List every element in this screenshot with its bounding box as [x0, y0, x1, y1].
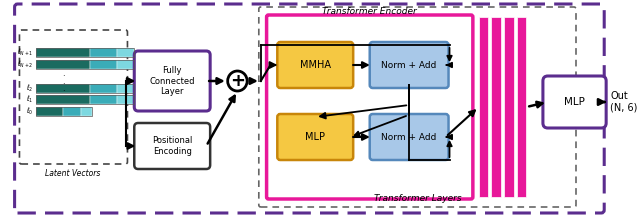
Bar: [36, 48, 90, 57]
FancyBboxPatch shape: [267, 15, 473, 199]
Text: Out
(N, 6): Out (N, 6): [610, 91, 637, 113]
Text: Fully
Connected
Layer: Fully Connected Layer: [150, 66, 195, 96]
Bar: [504, 17, 514, 197]
Text: Norm + Add: Norm + Add: [381, 60, 437, 69]
FancyBboxPatch shape: [543, 76, 606, 128]
Text: .
.
.: . . .: [62, 69, 65, 93]
Text: Transformer Encoder: Transformer Encoder: [323, 7, 417, 16]
Bar: [479, 17, 488, 197]
FancyBboxPatch shape: [277, 114, 353, 160]
Bar: [492, 17, 501, 197]
FancyBboxPatch shape: [19, 30, 127, 164]
FancyBboxPatch shape: [277, 42, 353, 88]
Bar: [36, 107, 63, 116]
Bar: [90, 60, 116, 69]
Bar: [90, 48, 116, 57]
Text: $\ell_2$: $\ell_2$: [26, 83, 33, 94]
Text: Transformer Layers: Transformer Layers: [374, 194, 461, 203]
FancyBboxPatch shape: [259, 7, 576, 207]
Bar: [63, 107, 81, 116]
Bar: [116, 60, 134, 69]
Bar: [36, 95, 134, 104]
Text: $\ell_0$: $\ell_0$: [26, 106, 33, 117]
Bar: [36, 84, 90, 93]
Bar: [90, 84, 116, 93]
FancyBboxPatch shape: [15, 4, 604, 213]
FancyBboxPatch shape: [134, 51, 210, 111]
Bar: [36, 107, 92, 116]
FancyBboxPatch shape: [370, 114, 449, 160]
Text: MLP: MLP: [564, 97, 585, 107]
Text: MLP: MLP: [305, 132, 325, 142]
Circle shape: [228, 71, 247, 91]
Bar: [116, 95, 134, 104]
Bar: [81, 107, 92, 116]
Bar: [36, 60, 90, 69]
Bar: [36, 60, 134, 69]
Text: Positional
Encoding: Positional Encoding: [152, 136, 193, 156]
Bar: [36, 84, 134, 93]
Text: Norm + Add: Norm + Add: [381, 132, 437, 141]
Text: $\ell_1$: $\ell_1$: [26, 94, 33, 105]
Bar: [516, 17, 526, 197]
Text: Latent Vectors: Latent Vectors: [45, 169, 100, 178]
Text: $\ell_{N+2}$: $\ell_{N+2}$: [17, 59, 33, 70]
Bar: [90, 95, 116, 104]
Text: MMHA: MMHA: [300, 60, 331, 70]
Bar: [36, 48, 134, 57]
FancyBboxPatch shape: [134, 123, 210, 169]
Bar: [36, 95, 90, 104]
Text: $\ell_{N+1}$: $\ell_{N+1}$: [17, 47, 33, 58]
Bar: [116, 48, 134, 57]
FancyBboxPatch shape: [370, 42, 449, 88]
Bar: [116, 84, 134, 93]
Text: +: +: [230, 72, 245, 90]
